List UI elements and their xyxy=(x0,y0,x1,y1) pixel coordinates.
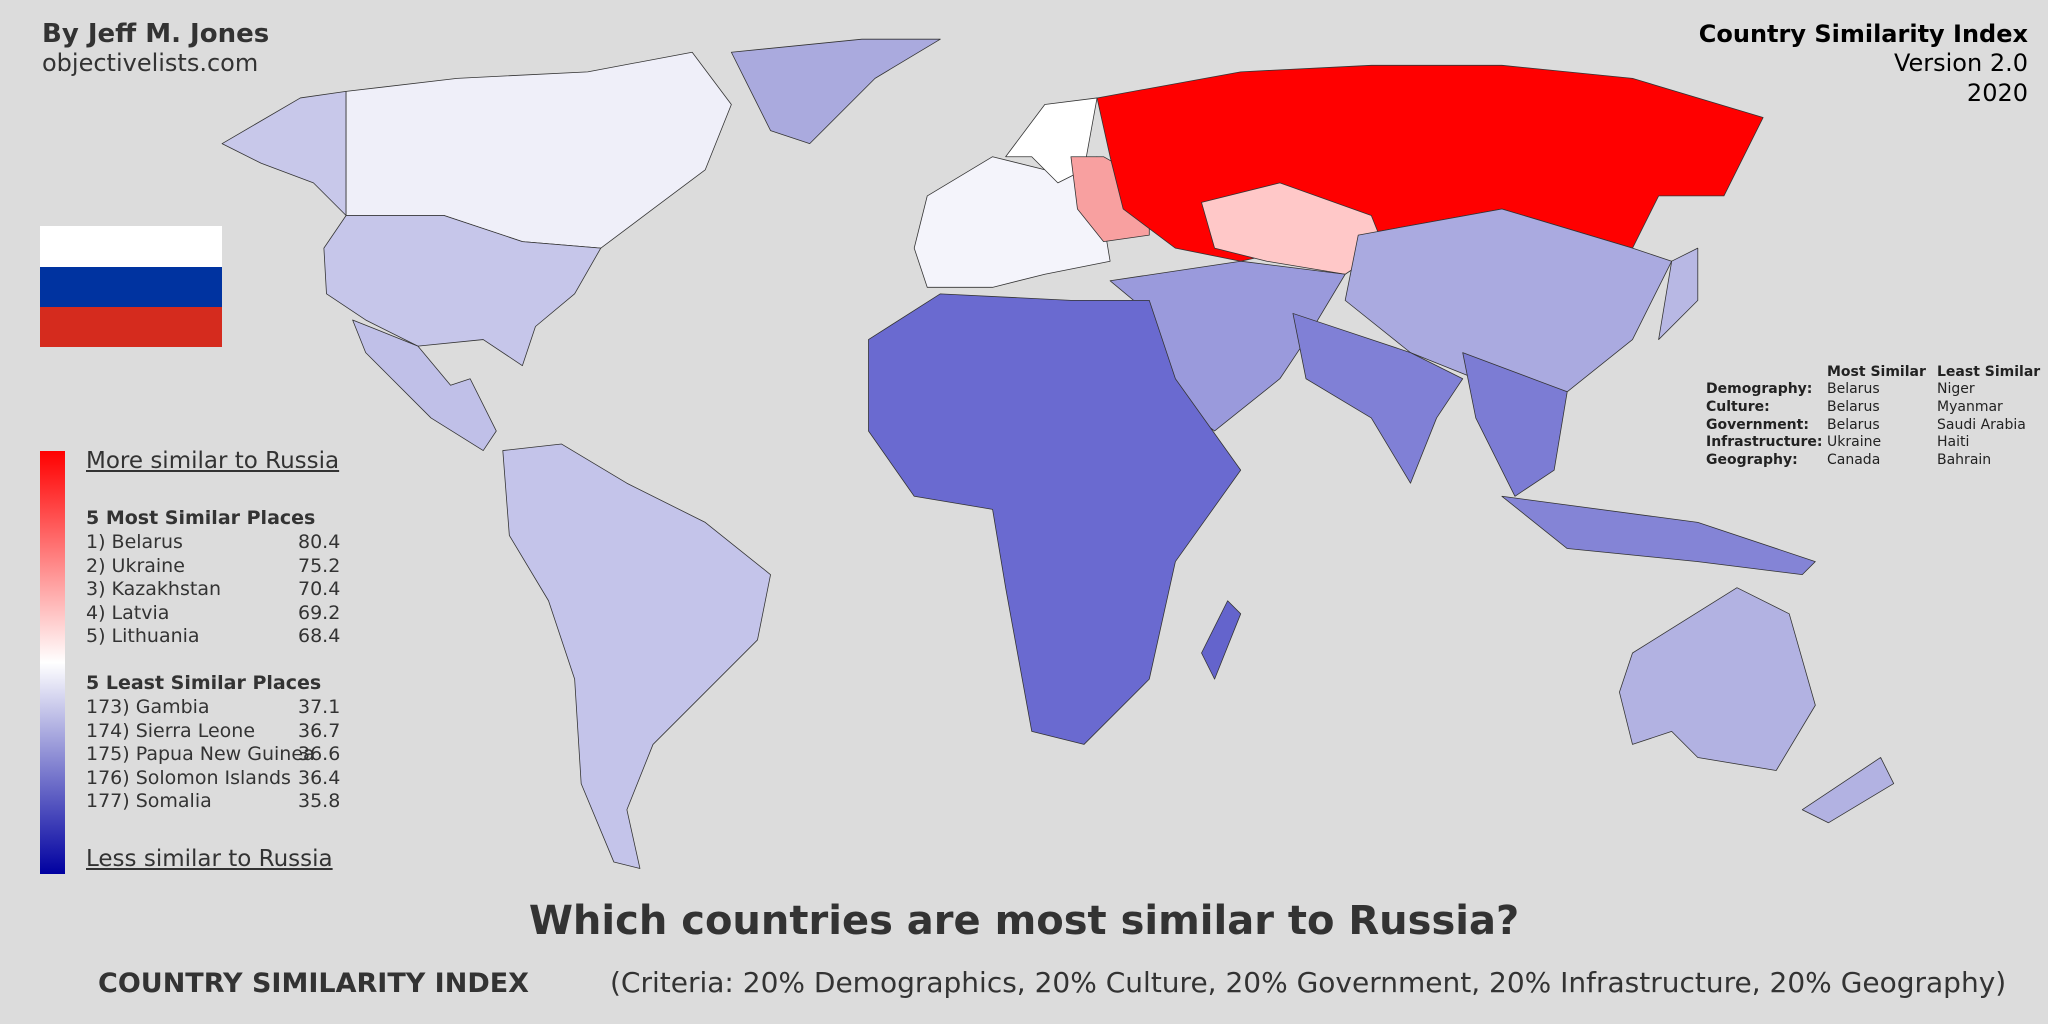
criterion-least: Niger xyxy=(1937,381,1975,397)
place-score: 70.4 xyxy=(298,578,341,601)
place-score: 36.4 xyxy=(298,766,341,789)
china-mongolia xyxy=(1344,208,1673,393)
badge-version: Version 2.0 xyxy=(1893,49,2028,77)
place-label: 174) Sierra Leone xyxy=(86,719,256,742)
place-label: 3) Kazakhstan xyxy=(86,578,222,601)
table-header: Least Similar xyxy=(1937,364,2041,380)
flag-white xyxy=(40,226,222,267)
place-score: 68.4 xyxy=(298,625,341,648)
badge-year: 2020 xyxy=(1966,79,2028,107)
australia xyxy=(1619,587,1816,771)
criterion-most: Belarus xyxy=(1827,381,1880,397)
place-score: 36.7 xyxy=(298,719,341,742)
place-score: 69.2 xyxy=(298,601,341,624)
place-label: 2) Ukraine xyxy=(86,554,185,577)
criteria: (Criteria: 20% Demographics, 20% Culture… xyxy=(610,966,2007,999)
criterion-most: Ukraine xyxy=(1827,434,1882,451)
place-label: 4) Latvia xyxy=(86,601,170,624)
europe xyxy=(913,156,1111,288)
place-label: 1) Belarus xyxy=(86,531,183,553)
criterion-label: Demography: xyxy=(1706,381,1813,397)
place-label: 175) Papua New Guinea xyxy=(86,743,315,766)
south-asia xyxy=(1292,313,1464,484)
greenland xyxy=(730,38,941,145)
criterion-least: Bahrain xyxy=(1937,452,1992,469)
place-score: 80.4 xyxy=(298,531,341,553)
badge-title: Country Similarity Index xyxy=(1698,20,2028,48)
most-heading: 5 Most Similar Places xyxy=(86,507,316,529)
place-score: 35.8 xyxy=(298,790,341,813)
criterion-least: Haiti xyxy=(1937,434,1970,451)
least-heading: 5 Least Similar Places xyxy=(86,672,322,694)
flag-red xyxy=(40,307,222,347)
table-header: Most Similar xyxy=(1827,364,1926,380)
index-name: COUNTRY SIMILARITY INDEX xyxy=(98,968,529,999)
united-states xyxy=(323,215,602,367)
central-america xyxy=(352,319,497,451)
africa xyxy=(868,293,1242,745)
place-score: 37.1 xyxy=(298,696,341,718)
madagascar xyxy=(1201,600,1242,680)
indonesia xyxy=(1501,495,1816,576)
author: By Jeff M. Jones xyxy=(42,19,270,49)
flag-blue xyxy=(40,267,222,307)
criterion-least: Saudi Arabia xyxy=(1937,416,2026,433)
place-label: 173) Gambia xyxy=(86,696,210,718)
criterion-most: Belarus xyxy=(1827,416,1880,433)
site: objectivelists.com xyxy=(42,49,259,77)
legend-bottom: Less similar to Russia xyxy=(86,846,333,872)
place-label: 5) Lithuania xyxy=(86,625,200,648)
criterion-label: Infrastructure: xyxy=(1706,434,1823,451)
place-score: 36.6 xyxy=(298,743,341,766)
criterion-least: Myanmar xyxy=(1937,398,2003,415)
criterion-most: Canada xyxy=(1827,452,1881,469)
color-scale xyxy=(40,451,65,874)
criterion-label: Geography: xyxy=(1706,452,1798,469)
criterion-label: Government: xyxy=(1706,416,1809,433)
south-america xyxy=(502,443,771,869)
japan xyxy=(1658,247,1699,340)
place-score: 75.2 xyxy=(298,554,341,577)
alaska xyxy=(221,91,347,216)
legend-top: More similar to Russia xyxy=(86,448,340,474)
place-label: 177) Somalia xyxy=(86,790,212,813)
place-label: 176) Solomon Islands xyxy=(86,766,291,789)
new-zealand xyxy=(1801,757,1895,824)
southeast-asia xyxy=(1462,352,1568,497)
criterion-most: Belarus xyxy=(1827,398,1880,415)
question: Which countries are most similar to Russ… xyxy=(528,898,1520,944)
criterion-label: Culture: xyxy=(1706,398,1770,415)
